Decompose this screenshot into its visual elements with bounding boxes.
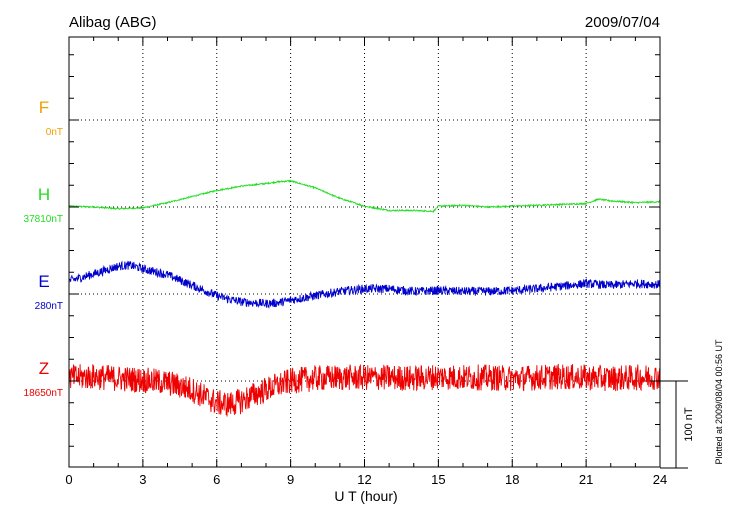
x-tick-label: 12 (357, 472, 371, 487)
channel-name-z: Z (39, 359, 49, 378)
channel-name-h: H (38, 185, 50, 204)
scale-bar-label: 100 nT (683, 407, 695, 442)
channel-name-f: F (39, 98, 49, 117)
plotted-note: Plotted at 2009/08/04 00:56 UT (714, 339, 724, 465)
x-tick-label: 9 (287, 472, 294, 487)
scale-bar: 100 nT (660, 380, 695, 469)
x-tick-label: 3 (139, 472, 146, 487)
station-title: Alibag (ABG) (69, 14, 157, 31)
series-line-e (68, 260, 661, 309)
x-tick-label: 24 (653, 472, 667, 487)
x-tick-label: 6 (213, 472, 220, 487)
channel-baseline-e: 280nT (35, 301, 63, 312)
channel-baseline-f: 0nT (46, 127, 63, 138)
x-tick-label: 15 (431, 472, 445, 487)
series-line-h (68, 179, 661, 214)
gridlines (69, 37, 660, 467)
series-group (68, 179, 661, 417)
x-tick-label: 18 (505, 472, 519, 487)
x-tick-label: 21 (579, 472, 593, 487)
channel-baseline-h: 37810nT (24, 214, 63, 225)
date-title: 2009/07/04 (585, 14, 660, 31)
y-ticks (69, 54, 660, 447)
channel-labels: F 0nT H 37810nT E 280nT Z 18650nT (24, 98, 63, 399)
x-tick-label: 0 (65, 472, 72, 487)
channel-name-e: E (38, 272, 49, 291)
series-line-z (68, 363, 661, 417)
channel-baseline-z: 18650nT (24, 388, 63, 399)
x-ticks: 0 3 6 9 12 15 18 21 24 (65, 37, 667, 487)
x-axis-label: U T (hour) (334, 488, 397, 504)
